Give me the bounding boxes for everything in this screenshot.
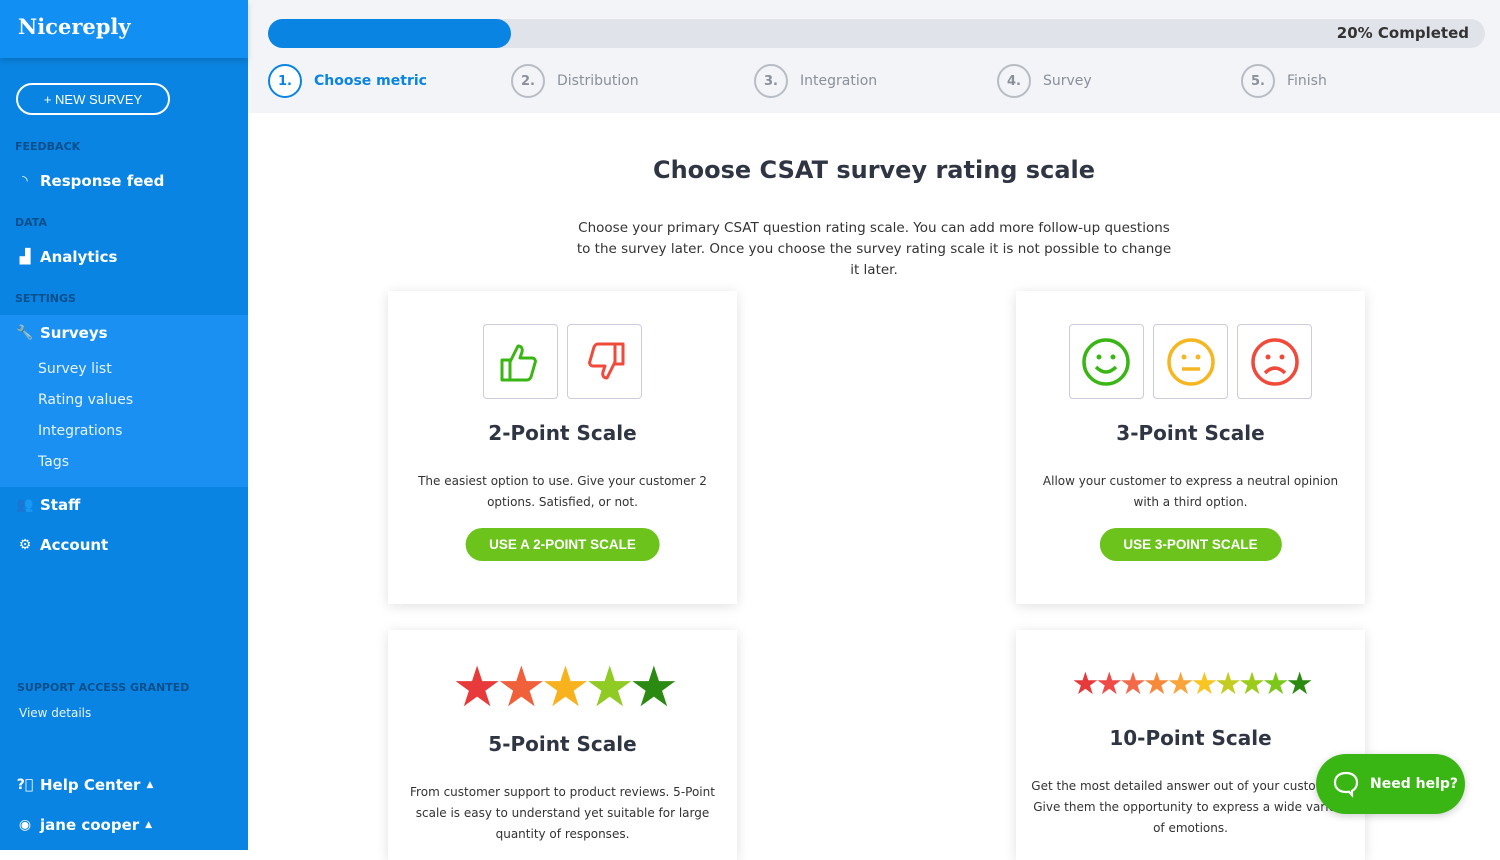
main-content: 20% Completed 1. Choose metric 2. Distribu… bbox=[248, 0, 1500, 860]
step-distribution[interactable]: 2. Distribution bbox=[511, 64, 639, 98]
use-2-point-button[interactable]: USE A 2-POINT SCALE bbox=[465, 528, 660, 561]
sidebar-item-analytics[interactable]: ▟ Analytics bbox=[16, 248, 118, 266]
sad-face-icon bbox=[1237, 324, 1313, 399]
five-stars-icon: ★★★★★ bbox=[451, 655, 679, 720]
progress-fill bbox=[268, 19, 512, 48]
step-label: Survey bbox=[1043, 73, 1092, 89]
sidebar-item-surveys[interactable]: 🔧 Surveys bbox=[16, 324, 108, 342]
section-feedback: FEEDBACK bbox=[15, 140, 81, 153]
step-choose-metric[interactable]: 1. Choose metric bbox=[268, 64, 427, 98]
card-3-point: 3-Point Scale Allow your customer to exp… bbox=[1016, 291, 1365, 604]
new-survey-button[interactable]: + NEW SURVEY bbox=[16, 83, 170, 115]
help-center-menu[interactable]: ?⃝ Help Center ▲ bbox=[16, 776, 154, 794]
label: Response feed bbox=[40, 172, 165, 190]
need-help-label: Need help? bbox=[1370, 776, 1459, 792]
thumbs-up-icon bbox=[482, 324, 558, 399]
sidebar-sub-survey-list[interactable]: Survey list bbox=[38, 361, 112, 377]
step-number: 3. bbox=[754, 64, 788, 98]
label: Surveys bbox=[40, 324, 108, 342]
logo[interactable]: Nicereply bbox=[0, 0, 248, 58]
view-details-link[interactable]: View details bbox=[19, 706, 92, 720]
users-icon: 👥 bbox=[16, 497, 34, 513]
progress-label: 20% Completed bbox=[1336, 24, 1469, 42]
progress-bar: 20% Completed bbox=[268, 19, 1485, 48]
chat-bubble-icon bbox=[1333, 771, 1359, 798]
card-10-point: ★★★★★★★★★★ 10-Point Scale Get the most d… bbox=[1016, 630, 1365, 860]
rss-icon: ◝ bbox=[22, 173, 28, 189]
caret-up-icon: ▲ bbox=[145, 820, 153, 830]
caret-up-icon: ▲ bbox=[146, 780, 154, 790]
neutral-face-icon bbox=[1153, 324, 1228, 399]
step-survey[interactable]: 4. Survey bbox=[997, 64, 1092, 98]
card-description: From customer support to product reviews… bbox=[410, 785, 715, 841]
card-description: Get the most detailed answer out of your… bbox=[1031, 779, 1350, 835]
sidebar-sub-integrations[interactable]: Integrations bbox=[38, 423, 123, 439]
label: Analytics bbox=[40, 248, 118, 266]
card-title: 3-Point Scale bbox=[1116, 421, 1265, 445]
section-settings: SETTINGS bbox=[15, 292, 76, 305]
intro-text: Choose your primary CSAT question rating… bbox=[576, 220, 1172, 278]
thumbs-down-icon bbox=[567, 324, 643, 399]
step-number: 1. bbox=[268, 64, 302, 98]
ten-stars-icon: ★★★★★★★★★★ bbox=[1071, 666, 1314, 702]
step-label: Distribution bbox=[557, 73, 639, 89]
card-description: Allow your customer to express a neutral… bbox=[1042, 474, 1339, 509]
surveys-group bbox=[0, 315, 248, 487]
card-2-point: 2-Point Scale The easiest option to use.… bbox=[388, 291, 737, 604]
use-3-point-button[interactable]: USE 3-POINT SCALE bbox=[1099, 528, 1282, 561]
user-icon: ◉ bbox=[18, 817, 32, 833]
label: Staff bbox=[40, 496, 81, 514]
sidebar-sub-tags[interactable]: Tags bbox=[38, 454, 69, 470]
step-number: 5. bbox=[1241, 64, 1275, 98]
step-label: Integration bbox=[800, 73, 878, 89]
sidebar: Nicereply + NEW SURVEY FEEDBACK ◝ Respons… bbox=[0, 0, 248, 850]
card-5-point: ★★★★★ 5-Point Scale From customer suppor… bbox=[388, 630, 737, 860]
sidebar-item-response-feed[interactable]: ◝ Response feed bbox=[16, 172, 164, 190]
wrench-icon: 🔧 bbox=[16, 325, 34, 341]
sidebar-item-staff[interactable]: 👥 Staff bbox=[16, 496, 80, 514]
sidebar-item-account[interactable]: ⚙ Account bbox=[16, 536, 109, 554]
question-icon: ?⃝ bbox=[16, 777, 34, 793]
step-label: Finish bbox=[1287, 73, 1327, 89]
label: jane cooper bbox=[40, 816, 140, 834]
card-title: 2-Point Scale bbox=[488, 421, 637, 445]
step-number: 2. bbox=[511, 64, 545, 98]
label: Help Center bbox=[40, 776, 141, 794]
support-access-label: SUPPORT ACCESS GRANTED bbox=[17, 681, 190, 694]
card-title: 5-Point Scale bbox=[488, 732, 637, 756]
chart-icon: ▟ bbox=[19, 249, 31, 265]
step-number: 4. bbox=[997, 64, 1031, 98]
wizard-header: 20% Completed 1. Choose metric 2. Distribu… bbox=[248, 0, 1500, 113]
happy-face-icon bbox=[1068, 324, 1144, 399]
section-data: DATA bbox=[15, 216, 47, 229]
user-menu[interactable]: ◉ jane cooper ▲ bbox=[16, 816, 152, 834]
label: Account bbox=[40, 536, 109, 554]
step-finish[interactable]: 5. Finish bbox=[1241, 64, 1327, 98]
card-description: The easiest option to use. Give your cus… bbox=[418, 474, 707, 509]
step-label: Choose metric bbox=[314, 73, 427, 89]
page-title: Choose CSAT survey rating scale bbox=[652, 156, 1096, 184]
gears-icon: ⚙ bbox=[18, 537, 32, 553]
step-integration[interactable]: 3. Integration bbox=[754, 64, 877, 98]
sidebar-sub-rating-values[interactable]: Rating values bbox=[38, 392, 134, 408]
need-help-button[interactable]: Need help? bbox=[1316, 754, 1465, 814]
card-title: 10-Point Scale bbox=[1109, 726, 1272, 750]
